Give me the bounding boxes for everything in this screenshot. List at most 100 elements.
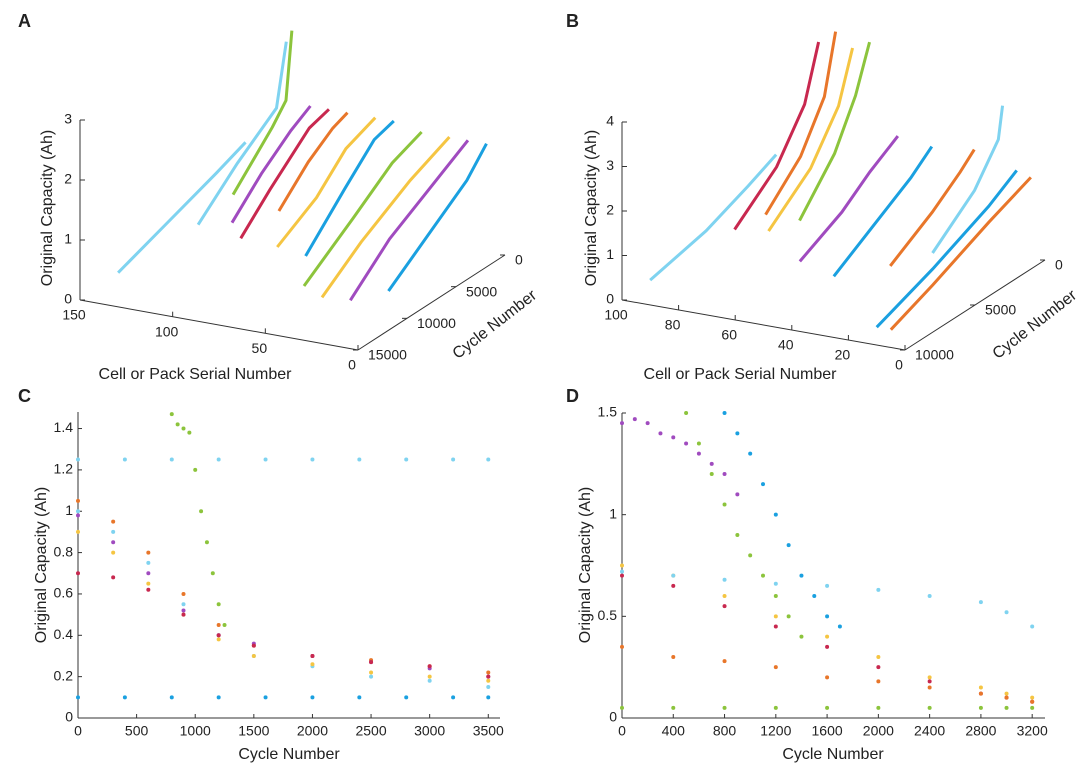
- x-tick-label: 800: [713, 723, 737, 739]
- x-tick-label: 2500: [355, 723, 386, 739]
- y-tick-label: 0.8: [54, 543, 74, 559]
- point: [111, 519, 116, 524]
- x-tick-label: 0: [618, 723, 626, 739]
- point: [696, 441, 701, 446]
- point: [310, 653, 315, 658]
- point: [978, 685, 983, 690]
- point: [76, 529, 80, 534]
- point: [671, 573, 676, 578]
- point: [645, 421, 650, 426]
- y-tick-label: 0.2: [54, 667, 74, 683]
- y-tick-label: 1: [65, 502, 73, 518]
- y-tick-label: 1.5: [598, 404, 618, 420]
- point: [978, 600, 983, 605]
- z-tick-label: 1: [64, 231, 72, 247]
- point: [722, 659, 727, 664]
- point: [357, 695, 362, 700]
- point: [369, 660, 374, 665]
- point: [216, 602, 221, 607]
- point: [722, 594, 727, 598]
- point: [486, 457, 491, 462]
- x-tick-label: 100: [604, 307, 628, 323]
- point: [709, 472, 714, 476]
- point: [427, 664, 432, 669]
- point: [876, 587, 881, 592]
- point: [76, 498, 80, 503]
- point: [169, 695, 174, 700]
- capacity-line: [196, 41, 288, 226]
- x-tick-label: 0: [348, 357, 356, 373]
- point: [825, 644, 830, 649]
- point: [210, 571, 215, 576]
- x-tick-label: 50: [252, 340, 268, 356]
- x-tick-label: 150: [62, 307, 86, 323]
- y-axis-label: Original Capacity (Ah): [577, 487, 594, 644]
- point: [146, 550, 151, 555]
- point: [786, 543, 791, 548]
- y-tick-label: 1: [609, 505, 617, 521]
- point: [735, 533, 740, 537]
- y-tick-label: 0: [65, 709, 73, 725]
- point: [222, 622, 227, 627]
- y-tick-label: 0.5: [598, 607, 618, 623]
- point: [671, 583, 676, 588]
- point: [427, 674, 432, 679]
- point: [146, 587, 151, 592]
- point: [722, 502, 727, 507]
- point: [927, 685, 932, 690]
- z-tick-label: 1: [606, 246, 614, 262]
- point: [876, 705, 881, 710]
- point: [825, 634, 830, 639]
- y-tick-label: 0: [1055, 257, 1063, 273]
- point: [486, 674, 491, 679]
- point: [216, 457, 221, 462]
- y-tick-label: 1.4: [54, 419, 74, 435]
- point: [684, 411, 689, 415]
- y-tick-label: 5000: [985, 302, 1016, 318]
- x-tick-label: 40: [778, 337, 794, 353]
- point: [181, 612, 186, 617]
- point: [761, 482, 765, 487]
- point: [181, 426, 186, 431]
- point: [1004, 695, 1009, 700]
- x-tick-label: 1600: [812, 723, 843, 739]
- panel-label: A: [18, 11, 31, 31]
- point: [773, 624, 778, 629]
- point: [146, 581, 151, 586]
- x-tick-label: 0: [895, 357, 903, 373]
- point: [722, 705, 727, 710]
- z-tick-label: 0: [606, 291, 614, 307]
- point: [799, 573, 804, 578]
- point: [310, 457, 315, 462]
- point: [632, 417, 637, 422]
- point: [709, 461, 714, 466]
- point: [773, 581, 778, 586]
- y-axis-label: Original Capacity (Ah): [33, 487, 50, 644]
- y-tick-label: 0.4: [54, 626, 74, 642]
- capacity-line: [117, 141, 247, 274]
- point: [216, 637, 221, 642]
- y-tick-label: 0: [609, 709, 617, 725]
- x-tick-label: 1000: [180, 723, 211, 739]
- point: [146, 571, 151, 576]
- x-axis-label: Cycle Number: [782, 746, 884, 763]
- point: [773, 594, 778, 598]
- capacity-line: [230, 105, 312, 224]
- point: [876, 665, 881, 670]
- x-tick-label: 2800: [965, 723, 996, 739]
- capacity-line: [764, 31, 838, 216]
- point: [799, 634, 804, 639]
- capacity-line: [798, 41, 871, 222]
- point: [927, 679, 932, 684]
- point: [204, 540, 209, 545]
- point: [825, 583, 830, 588]
- point: [263, 695, 268, 700]
- point: [1004, 610, 1009, 615]
- point: [111, 540, 116, 545]
- point: [773, 665, 778, 670]
- point: [146, 560, 151, 565]
- point: [486, 678, 491, 683]
- point: [658, 431, 663, 436]
- point: [1004, 705, 1009, 710]
